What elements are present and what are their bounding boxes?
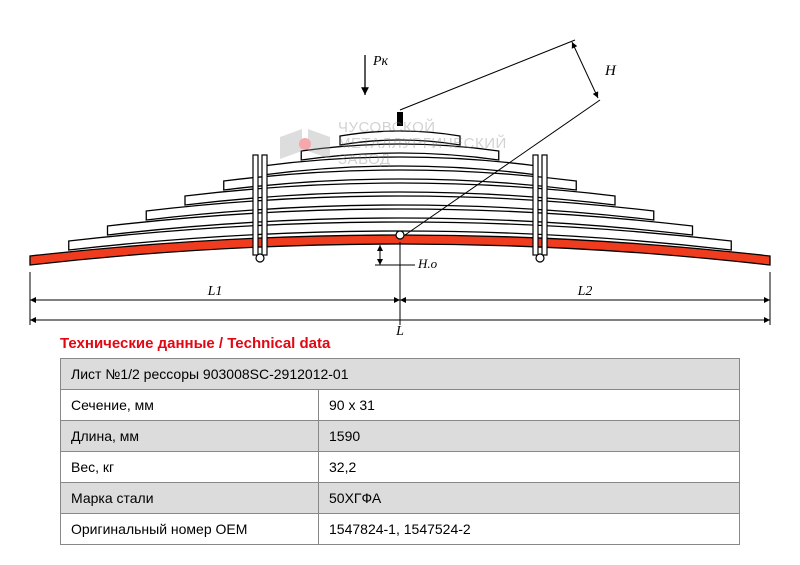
table-cell-value: 50ХГФА bbox=[319, 483, 740, 514]
watermark-text: ЧУСОВСКОЙ МЕТАЛЛУРГИЧЕСКИЙ ЗАВОД bbox=[338, 120, 507, 167]
table-row: Марка стали50ХГФА bbox=[61, 483, 740, 514]
table-title: Технические данные / Technical data bbox=[60, 335, 740, 352]
table-cell-label: Вес, кг bbox=[61, 452, 319, 483]
table-cell-value: 32,2 bbox=[319, 452, 740, 483]
table-cell-label: Оригинальный номер OEM bbox=[61, 514, 319, 545]
svg-text:H: H bbox=[604, 63, 617, 79]
svg-text:H.о: H.о bbox=[417, 256, 438, 271]
watermark-logo bbox=[280, 129, 330, 159]
table-cell-label: Сечение, мм bbox=[61, 390, 319, 421]
table-cell-value: 1590 bbox=[319, 421, 740, 452]
table-row: Сечение, мм90 x 31 bbox=[61, 390, 740, 421]
watermark: ЧУСОВСКОЙ МЕТАЛЛУРГИЧЕСКИЙ ЗАВОД bbox=[280, 120, 507, 167]
technical-data-table: Лист №1/2 рессоры 903008SC-2912012-01Сеч… bbox=[60, 358, 740, 545]
table-row: Оригинальный номер OEM1547824-1, 1547524… bbox=[61, 514, 740, 545]
svg-text:L1: L1 bbox=[207, 284, 223, 299]
watermark-line2: МЕТАЛЛУРГИЧЕСКИЙ bbox=[338, 136, 507, 152]
watermark-line1: ЧУСОВСКОЙ bbox=[338, 120, 507, 136]
table-cell-label: Длина, мм bbox=[61, 421, 319, 452]
svg-text:L2: L2 bbox=[577, 284, 593, 299]
svg-text:Pк: Pк bbox=[372, 54, 389, 69]
leaf-spring-diagram: PкHH.оL1L2L ЧУСОВСКОЙ МЕТАЛЛУРГИЧЕСКИЙ З… bbox=[0, 0, 800, 330]
table-row: Длина, мм1590 bbox=[61, 421, 740, 452]
table-cell-value: 90 x 31 bbox=[319, 390, 740, 421]
diagram-svg: Pк H H.о L1 L2 L bbox=[0, 0, 800, 335]
svg-text:L: L bbox=[395, 324, 404, 335]
table-cell-label: Марка стали bbox=[61, 483, 319, 514]
table-row: Вес, кг32,2 bbox=[61, 452, 740, 483]
table-row: Лист №1/2 рессоры 903008SC-2912012-01 bbox=[61, 359, 740, 390]
table-cell: Лист №1/2 рессоры 903008SC-2912012-01 bbox=[61, 359, 740, 390]
technical-data-section: Технические данные / Technical data Лист… bbox=[0, 335, 800, 545]
table-cell-value: 1547824-1, 1547524-2 bbox=[319, 514, 740, 545]
watermark-line3: ЗАВОД bbox=[338, 152, 507, 168]
table-body: Лист №1/2 рессоры 903008SC-2912012-01Сеч… bbox=[61, 359, 740, 545]
